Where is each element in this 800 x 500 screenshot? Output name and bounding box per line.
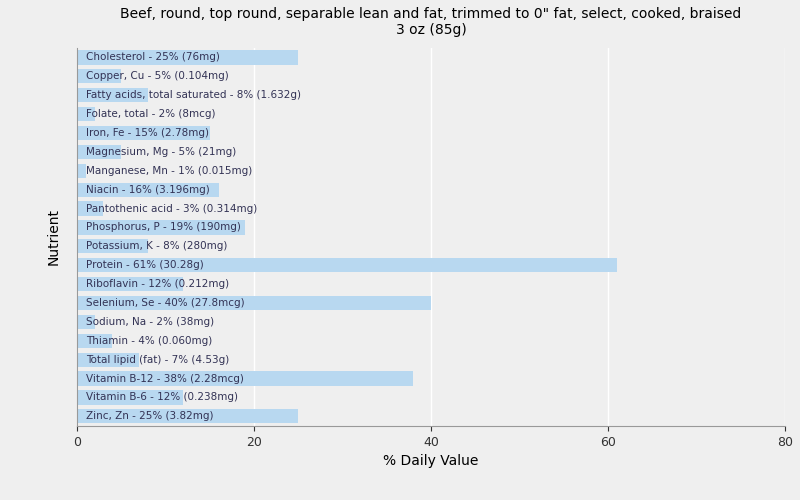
Bar	[77, 352, 139, 367]
Bar	[77, 145, 121, 159]
Bar	[77, 315, 94, 329]
Text: Sodium, Na - 2% (38mg): Sodium, Na - 2% (38mg)	[86, 317, 214, 327]
Bar	[77, 50, 298, 64]
Bar	[77, 88, 148, 102]
Bar	[77, 277, 183, 291]
Text: Fatty acids, total saturated - 8% (1.632g): Fatty acids, total saturated - 8% (1.632…	[86, 90, 301, 101]
Bar	[77, 240, 148, 254]
Title: Beef, round, top round, separable lean and fat, trimmed to 0" fat, select, cooke: Beef, round, top round, separable lean a…	[120, 7, 742, 37]
Bar	[77, 70, 121, 84]
X-axis label: % Daily Value: % Daily Value	[383, 454, 478, 468]
Text: Manganese, Mn - 1% (0.015mg): Manganese, Mn - 1% (0.015mg)	[86, 166, 252, 176]
Text: Protein - 61% (30.28g): Protein - 61% (30.28g)	[86, 260, 203, 270]
Text: Phosphorus, P - 19% (190mg): Phosphorus, P - 19% (190mg)	[86, 222, 241, 232]
Text: Riboflavin - 12% (0.212mg): Riboflavin - 12% (0.212mg)	[86, 279, 229, 289]
Text: Vitamin B-12 - 38% (2.28mcg): Vitamin B-12 - 38% (2.28mcg)	[86, 374, 244, 384]
Bar	[77, 126, 210, 140]
Bar	[77, 258, 617, 272]
Text: Copper, Cu - 5% (0.104mg): Copper, Cu - 5% (0.104mg)	[86, 72, 229, 82]
Text: Niacin - 16% (3.196mg): Niacin - 16% (3.196mg)	[86, 184, 210, 194]
Bar	[77, 334, 112, 348]
Bar	[77, 410, 298, 424]
Text: Iron, Fe - 15% (2.78mg): Iron, Fe - 15% (2.78mg)	[86, 128, 209, 138]
Text: Vitamin B-6 - 12% (0.238mg): Vitamin B-6 - 12% (0.238mg)	[86, 392, 238, 402]
Bar	[77, 220, 245, 234]
Bar	[77, 372, 414, 386]
Text: Thiamin - 4% (0.060mg): Thiamin - 4% (0.060mg)	[86, 336, 212, 346]
Text: Potassium, K - 8% (280mg): Potassium, K - 8% (280mg)	[86, 242, 227, 252]
Text: Total lipid (fat) - 7% (4.53g): Total lipid (fat) - 7% (4.53g)	[86, 354, 229, 364]
Bar	[77, 296, 431, 310]
Text: Magnesium, Mg - 5% (21mg): Magnesium, Mg - 5% (21mg)	[86, 147, 236, 157]
Text: Zinc, Zn - 25% (3.82mg): Zinc, Zn - 25% (3.82mg)	[86, 412, 214, 422]
Text: Selenium, Se - 40% (27.8mcg): Selenium, Se - 40% (27.8mcg)	[86, 298, 244, 308]
Text: Pantothenic acid - 3% (0.314mg): Pantothenic acid - 3% (0.314mg)	[86, 204, 257, 214]
Y-axis label: Nutrient: Nutrient	[47, 208, 61, 266]
Text: Folate, total - 2% (8mcg): Folate, total - 2% (8mcg)	[86, 109, 215, 119]
Bar	[77, 182, 218, 197]
Bar	[77, 390, 183, 404]
Bar	[77, 107, 94, 121]
Bar	[77, 202, 103, 215]
Bar	[77, 164, 86, 178]
Text: Cholesterol - 25% (76mg): Cholesterol - 25% (76mg)	[86, 52, 220, 62]
